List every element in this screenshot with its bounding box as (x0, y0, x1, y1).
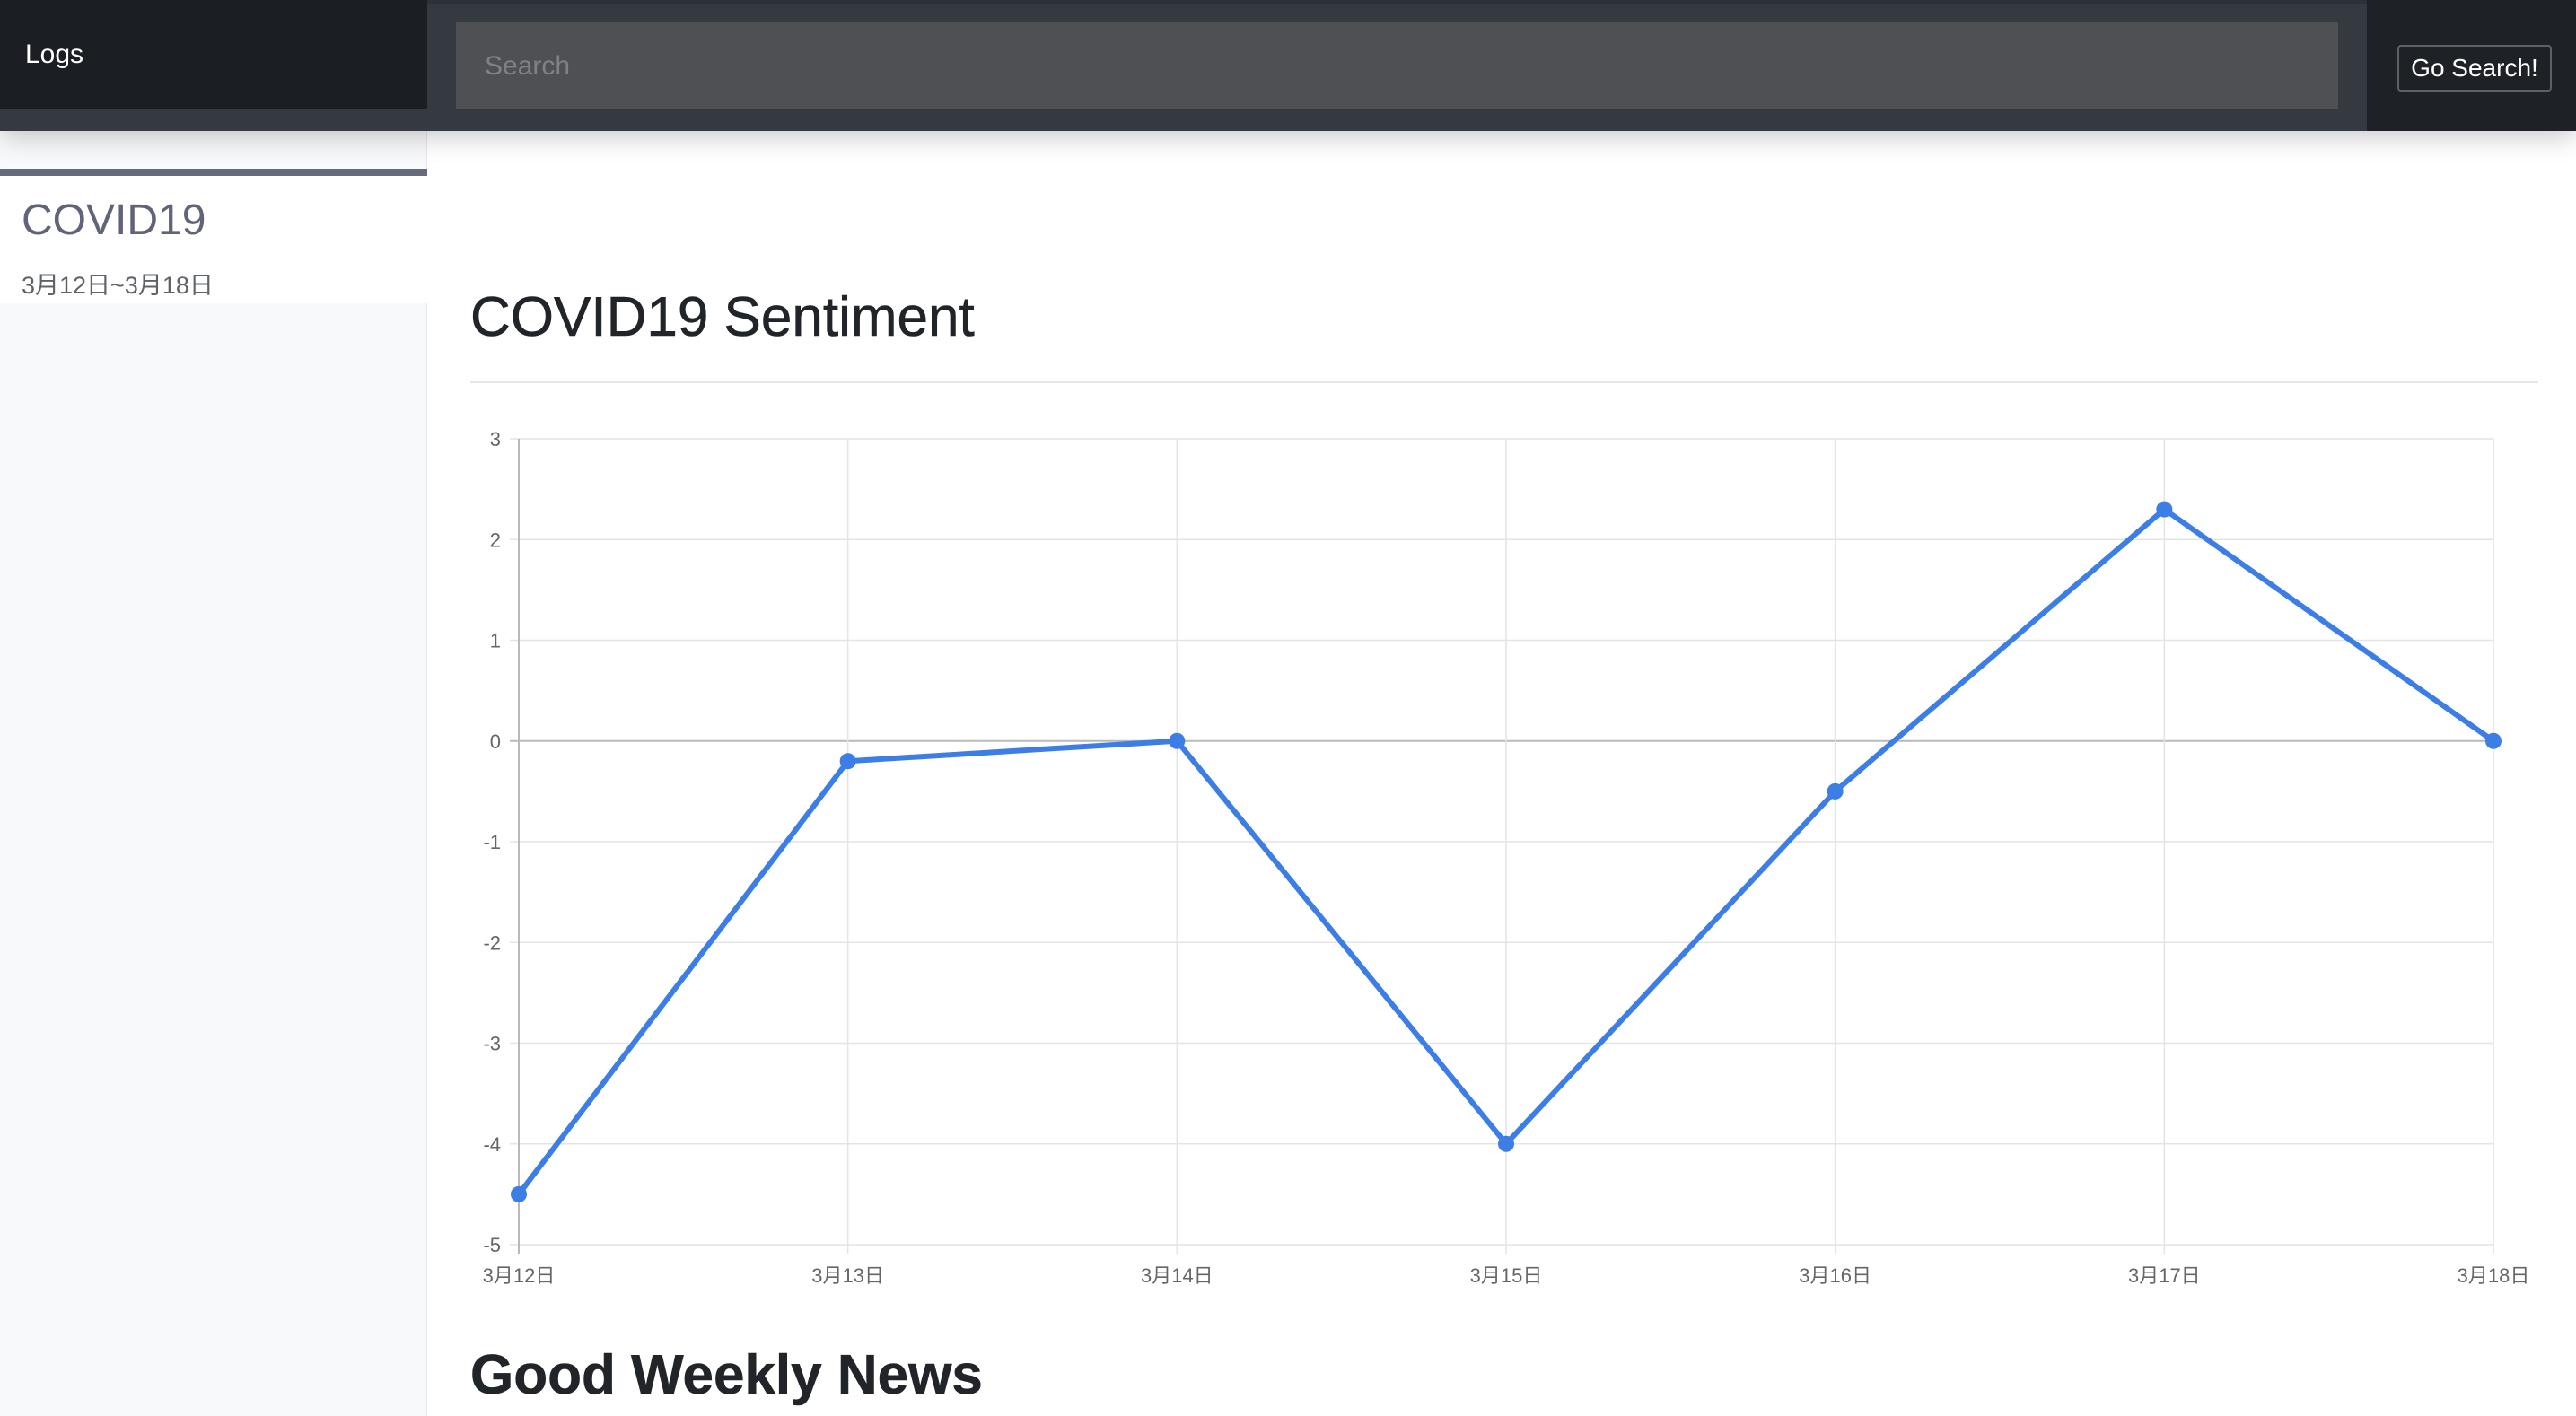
y-tick-label: -5 (483, 1234, 501, 1256)
data-point[interactable] (2156, 501, 2173, 518)
data-point[interactable] (1169, 732, 1186, 749)
navbar: Logs Go Search! (0, 0, 2576, 131)
good-weekly-news-heading: Good Weekly News (470, 1344, 983, 1407)
y-tick-label: 2 (490, 529, 501, 551)
data-point[interactable] (839, 753, 856, 770)
x-tick-label: 3月13日 (811, 1264, 884, 1287)
sidebar-item-date-range: 3月12日~3月18日 (22, 272, 214, 299)
y-tick-label: -4 (483, 1133, 501, 1156)
sentiment-line-chart: 3 2 1 0 -1 -2 -3 -4 -5 3月12日 3月13日 3月14日 3月15日 3月16日… (483, 428, 2530, 1287)
data-point[interactable] (1827, 782, 1844, 800)
x-tick-label: 3月16日 (1799, 1264, 1871, 1287)
x-tick-label: 3月18日 (2458, 1264, 2530, 1287)
sidebar-item-covid19[interactable]: COVID19 3月12日~3月18日 (0, 169, 427, 303)
y-tick-label: -2 (483, 931, 501, 954)
data-point[interactable] (511, 1185, 527, 1202)
x-tick-label: 3月17日 (2128, 1264, 2201, 1287)
data-point[interactable] (2485, 732, 2502, 749)
x-tick-label: 3月14日 (1141, 1264, 1214, 1287)
brand-logo[interactable]: Logs (0, 0, 427, 109)
sidebar: COVID19 3月12日~3月18日 (0, 131, 427, 1416)
page-title: COVID19 Sentiment (470, 286, 975, 349)
search-input[interactable] (456, 22, 2338, 109)
y-tick-label: 0 (490, 730, 501, 753)
y-tick-label: 1 (490, 630, 501, 652)
y-tick-label: -3 (483, 1033, 501, 1055)
data-point[interactable] (1498, 1135, 1514, 1152)
x-tick-label: 3月12日 (483, 1264, 556, 1287)
y-tick-label: 3 (490, 428, 501, 450)
navbar-top-border (0, 0, 2576, 4)
brand-label[interactable]: Logs (25, 39, 84, 69)
x-tick-label: 3月15日 (1470, 1264, 1543, 1287)
sidebar-item-title[interactable]: COVID19 (22, 197, 206, 244)
go-search-button[interactable]: Go Search! (2397, 45, 2552, 92)
title-divider (470, 381, 2538, 383)
y-tick-label: -1 (483, 831, 501, 853)
